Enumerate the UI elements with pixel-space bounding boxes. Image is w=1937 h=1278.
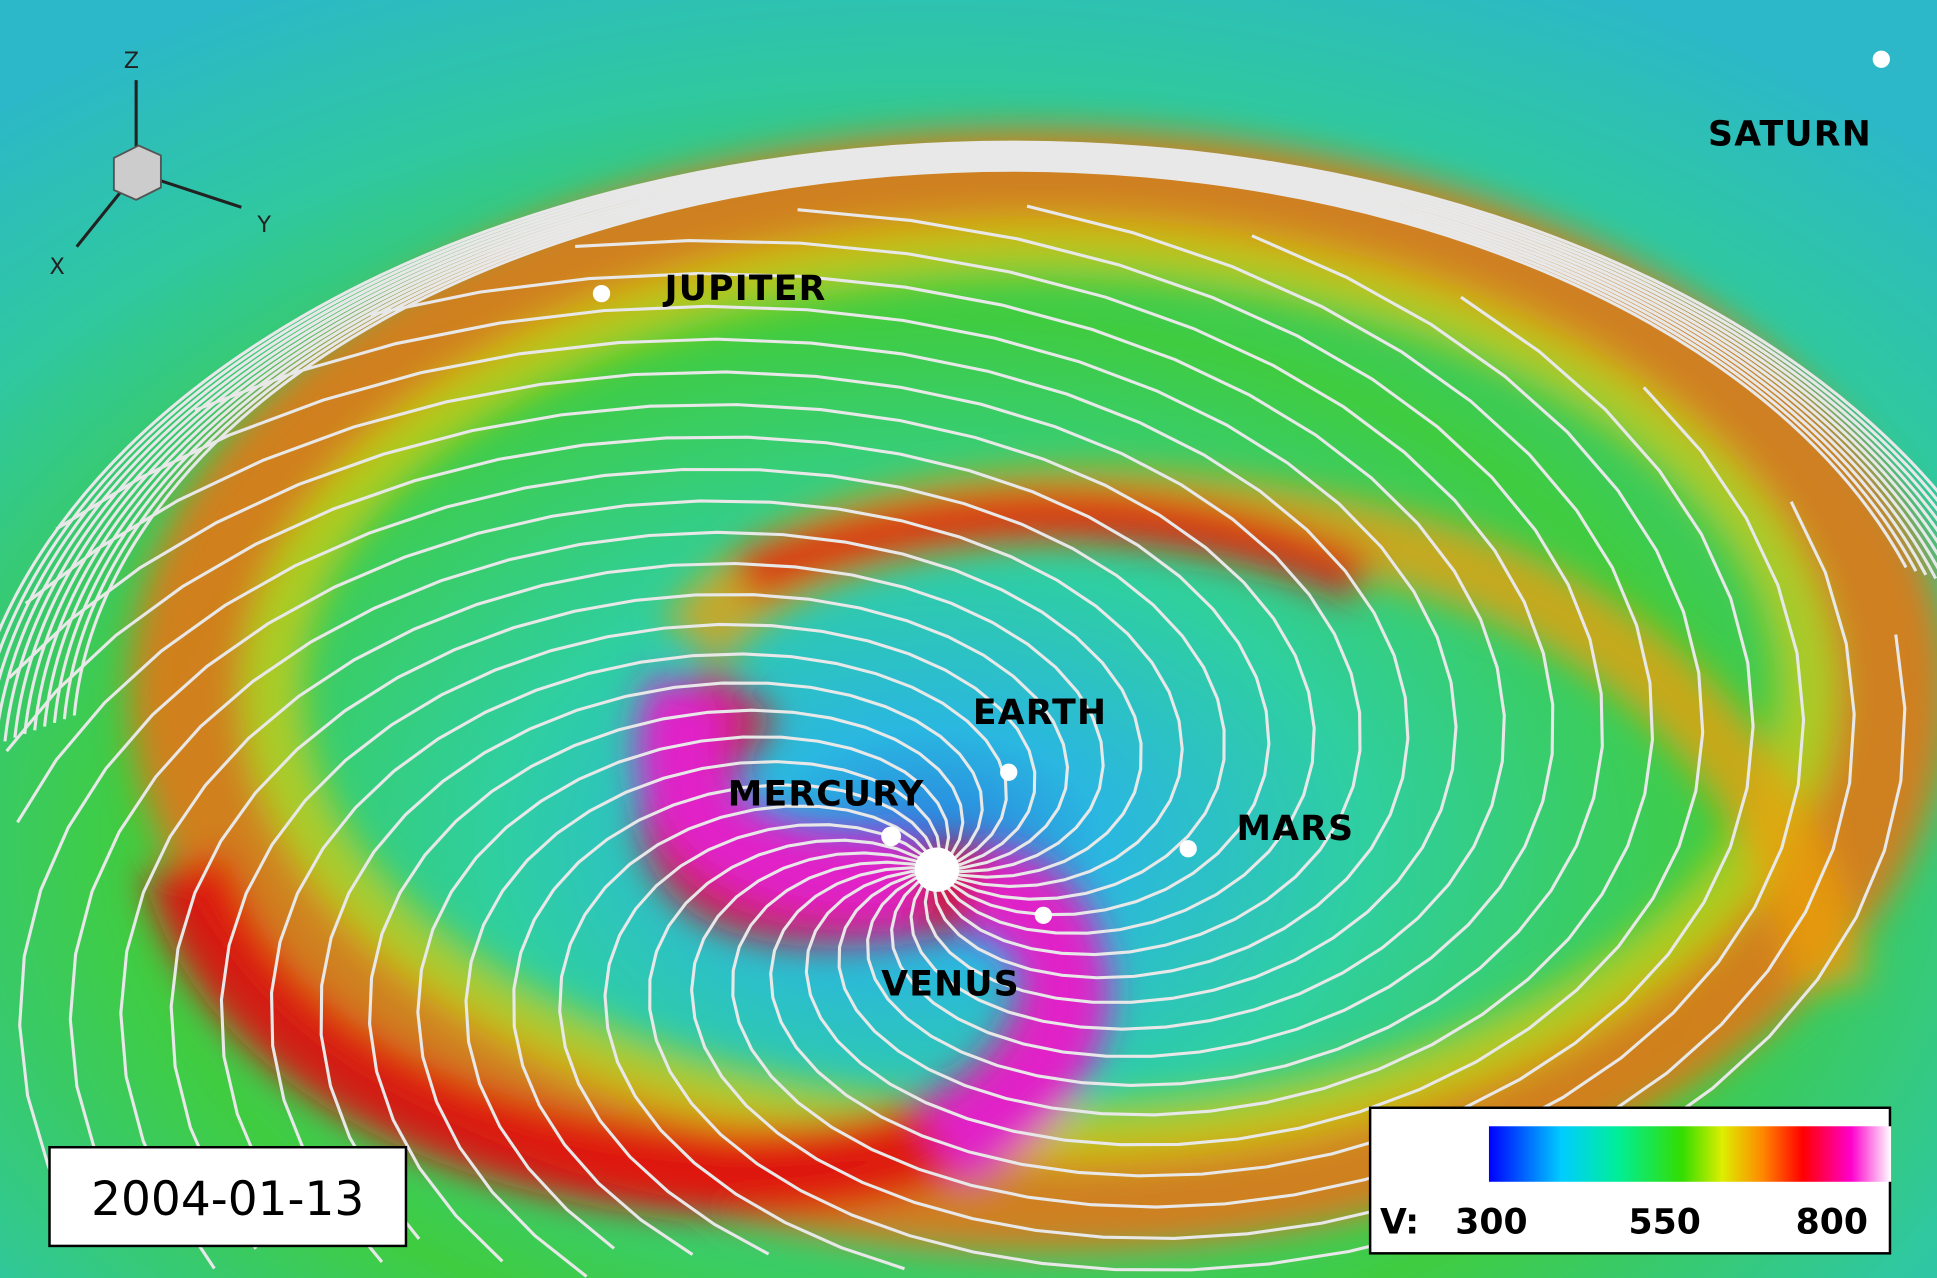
date-box: [48, 1146, 408, 1248]
planet-label: MARS: [1236, 809, 1354, 849]
field-line: [512, 783, 939, 1256]
field-line: [43, 161, 1937, 727]
field-line: [319, 681, 984, 1240]
axis-label: Y: [256, 212, 271, 238]
field-line: [62, 166, 1918, 720]
field-line: [0, 145, 1937, 682]
planet-label: VENUS: [881, 965, 1020, 1005]
field-line: [804, 234, 1705, 1147]
colorbar-tick: 550: [1629, 1203, 1701, 1243]
field-line: [3, 151, 1937, 742]
planet-label: EARTH: [973, 693, 1107, 733]
field-line: [558, 804, 939, 1256]
field-line: [33, 158, 1937, 731]
field-line: [18, 499, 1184, 1239]
field-line: [368, 708, 965, 1263]
field-line: [68, 530, 1143, 1223]
field-line: [648, 634, 1907, 1272]
field-line: [690, 501, 1856, 1240]
field-line: [13, 153, 1937, 738]
planet-marker: [881, 826, 902, 847]
field-line: [464, 760, 942, 1250]
sun: [914, 847, 960, 892]
axis-label: X: [50, 254, 65, 280]
field-lines: [0, 140, 1937, 1278]
field-line: [370, 271, 1506, 1031]
planet-markers: [592, 50, 1890, 924]
field-line: [837, 204, 1655, 1117]
field-line: [0, 143, 1937, 655]
planet-marker: [592, 284, 611, 303]
planet-marker: [1000, 763, 1018, 781]
field-line: [5, 435, 1271, 917]
colorbar-tick: 800: [1796, 1203, 1868, 1243]
field-line: [8, 403, 1316, 935]
field-line: [55, 337, 1410, 980]
timestamp: 2004-01-13: [91, 1172, 364, 1227]
field-line: [603, 823, 939, 1271]
colorbar-tick: 300: [1455, 1203, 1527, 1243]
planet-label: JUPITER: [663, 269, 827, 309]
field-line: [731, 386, 1806, 1209]
field-line: [270, 652, 1008, 1263]
field-line: [169, 593, 1070, 1250]
axis-triad: [75, 80, 242, 248]
planet-marker: [1034, 906, 1053, 924]
colorbar-label: V:: [1380, 1203, 1419, 1243]
field-line: [0, 140, 1937, 633]
field-line: [24, 370, 1362, 957]
field-line: [416, 735, 951, 1278]
field-line: [575, 239, 1555, 1058]
field-line: [219, 622, 1037, 1230]
field-line: [797, 208, 1604, 1087]
planet-label: SATURN: [1708, 115, 1872, 155]
planet-marker: [1872, 50, 1890, 68]
colorbar: [1488, 1126, 1892, 1182]
field-line: [194, 304, 1458, 1004]
planet-label: MERCURY: [728, 775, 925, 815]
field-line: [72, 168, 1908, 716]
field-line: [16, 467, 1226, 901]
field-line: [52, 163, 1928, 724]
planet-marker: [1179, 840, 1197, 858]
field-line: [0, 148, 1937, 722]
axis-label: Z: [124, 48, 139, 74]
field-line: [119, 561, 1105, 1270]
field-line: [769, 295, 1755, 1178]
